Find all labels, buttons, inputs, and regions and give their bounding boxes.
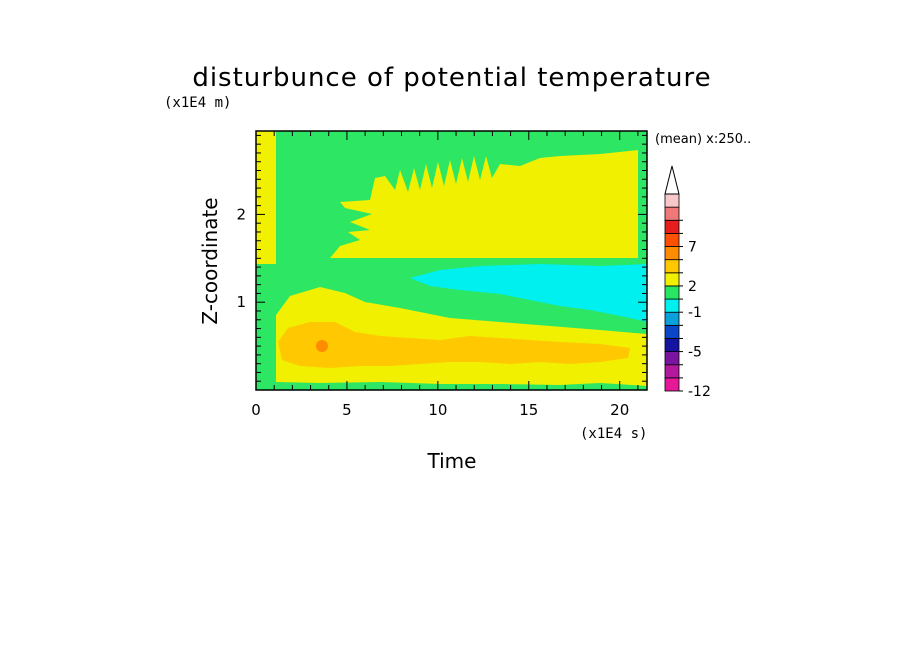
field-dark-orange-spot xyxy=(316,340,328,352)
colorbar-label: -5 xyxy=(688,345,702,361)
field-upper-yellow xyxy=(330,150,638,258)
colorbar-segment xyxy=(664,377,680,392)
x-tick-label: 10 xyxy=(428,401,447,419)
colorbar-segment xyxy=(664,206,680,221)
colorbar-segment xyxy=(664,246,680,261)
x-unit-label: (x1E4 s) xyxy=(580,426,647,442)
colorbar-segment xyxy=(664,219,680,234)
field-left-band xyxy=(256,131,276,264)
colorbar-segment xyxy=(664,351,680,366)
annotation-label: (mean) x:250.. xyxy=(655,132,751,147)
x-tick-label: 15 xyxy=(519,401,538,419)
colorbar-segment xyxy=(664,298,680,313)
plot-frame xyxy=(255,130,648,391)
x-tick-label: 5 xyxy=(342,401,352,419)
colorbar: -12-5-127 xyxy=(664,165,711,400)
colorbar-segment xyxy=(664,232,680,247)
x-axis-label: Time xyxy=(427,449,477,473)
y-tick-label: 2 xyxy=(236,205,246,223)
y-tick-label: 1 xyxy=(236,293,246,311)
x-tick-label: 20 xyxy=(610,401,629,419)
colorbar-label: 7 xyxy=(688,240,697,256)
colorbar-segment xyxy=(664,193,680,208)
colorbar-segment xyxy=(664,285,680,300)
field-orange-band xyxy=(278,322,630,368)
colorbar-segment xyxy=(664,324,680,339)
colorbar-segment xyxy=(664,272,680,287)
colorbar-label: 2 xyxy=(688,279,697,295)
heatmap-field xyxy=(256,131,647,390)
colorbar-segment xyxy=(664,311,680,326)
x-axis: 0 5 10 15 20 xyxy=(251,131,639,419)
colorbar-segment xyxy=(664,259,680,274)
y-axis: 12 xyxy=(236,134,647,382)
colorbar-label: -1 xyxy=(688,305,702,321)
field-cyan-region xyxy=(410,264,647,322)
y-unit-label: (x1E4 m) xyxy=(164,95,231,111)
colorbar-segment xyxy=(664,338,680,353)
y-axis-label: Z-coordinate xyxy=(198,197,222,324)
colorbar-segment xyxy=(664,364,680,379)
chart-title: disturbunce of potential temperature xyxy=(192,63,711,93)
x-tick-label: 0 xyxy=(251,401,261,419)
colorbar-extend-arrow xyxy=(664,165,680,195)
colorbar-label: -12 xyxy=(688,384,711,400)
